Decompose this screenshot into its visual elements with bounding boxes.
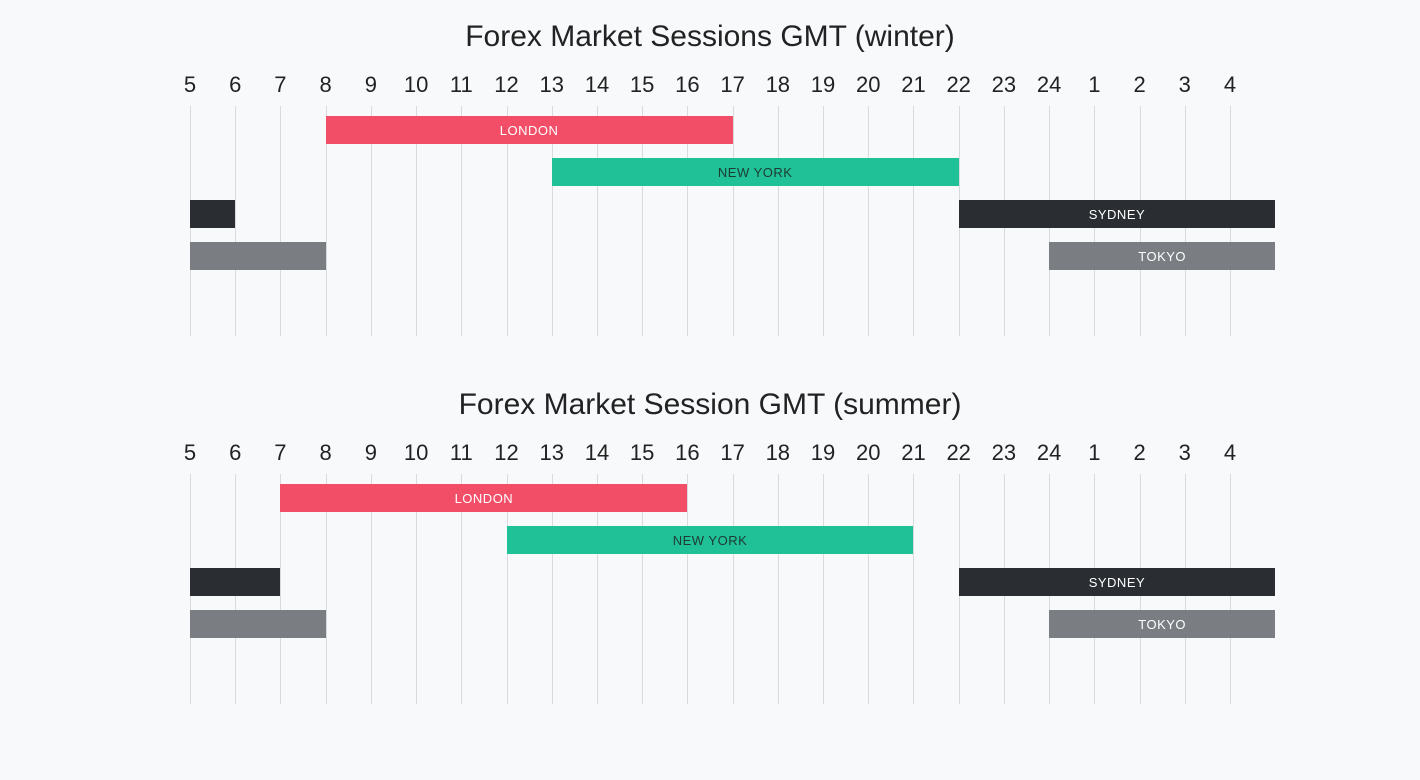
axis-hour-label: 22 xyxy=(946,72,970,98)
chart-title-summer: Forex Market Session GMT (summer) xyxy=(0,388,1420,422)
axis-hour-label: 14 xyxy=(585,440,609,466)
axis-hour-label: 12 xyxy=(494,440,518,466)
axis-hour-label: 24 xyxy=(1037,440,1061,466)
session-bar-label: LONDON xyxy=(280,491,687,506)
axis-hour-label: 10 xyxy=(404,440,428,466)
chart-title-winter: Forex Market Sessions GMT (winter) xyxy=(0,20,1420,54)
session-bar-label: TOKYO xyxy=(1049,249,1275,264)
axis-hour-label: 19 xyxy=(811,440,835,466)
session-bar-sydney: SYDNEY xyxy=(959,568,1276,596)
axis-hour-label: 1 xyxy=(1088,72,1100,98)
session-bar-label: NEW YORK xyxy=(507,533,914,548)
session-bar-london: LONDON xyxy=(326,116,733,144)
axis-hour-label: 18 xyxy=(766,440,790,466)
gridline xyxy=(733,106,734,336)
axis-hour-label: 2 xyxy=(1133,72,1145,98)
axis-hour-label: 8 xyxy=(320,440,332,466)
gridline xyxy=(868,474,869,704)
axis-hour-label: 9 xyxy=(365,72,377,98)
axis-hour-label: 13 xyxy=(539,72,563,98)
axis-hour-label: 18 xyxy=(766,72,790,98)
session-bar-tokyo xyxy=(190,610,326,638)
axis-hour-label: 16 xyxy=(675,72,699,98)
axis-hour-label: 23 xyxy=(992,440,1016,466)
axis-hour-label: 4 xyxy=(1224,440,1236,466)
axis-hour-label: 10 xyxy=(404,72,428,98)
session-bar-label: NEW YORK xyxy=(552,165,959,180)
axis-hour-label: 13 xyxy=(539,440,563,466)
axis-hour-label: 17 xyxy=(720,440,744,466)
axis-hour-label: 20 xyxy=(856,72,880,98)
axis-hour-label: 19 xyxy=(811,72,835,98)
gridline xyxy=(280,106,281,336)
session-bar-label: LONDON xyxy=(326,123,733,138)
axis-hour-label: 7 xyxy=(274,440,286,466)
axis-hour-label: 21 xyxy=(901,72,925,98)
axis-hour-label: 22 xyxy=(946,440,970,466)
timeline-winter: 567891011121314151617181920212223241234L… xyxy=(0,72,1420,352)
session-bar-london: LONDON xyxy=(280,484,687,512)
gridline xyxy=(733,474,734,704)
axis-hour-label: 17 xyxy=(720,72,744,98)
axis-hour-label: 23 xyxy=(992,72,1016,98)
axis-hour-label: 9 xyxy=(365,440,377,466)
gridline xyxy=(823,474,824,704)
axis-hour-label: 6 xyxy=(229,72,241,98)
session-bar-label: SYDNEY xyxy=(959,575,1276,590)
axis-hour-label: 1 xyxy=(1088,440,1100,466)
session-bar-label: SYDNEY xyxy=(959,207,1276,222)
axis-hour-label: 2 xyxy=(1133,440,1145,466)
gridline xyxy=(235,106,236,336)
session-bar-label: TOKYO xyxy=(1049,617,1275,632)
gridline xyxy=(868,106,869,336)
axis-hour-label: 14 xyxy=(585,72,609,98)
session-bar-tokyo: TOKYO xyxy=(1049,242,1275,270)
session-bar-new-york: NEW YORK xyxy=(552,158,959,186)
session-bar-sydney: SYDNEY xyxy=(959,200,1276,228)
axis-hour-label: 15 xyxy=(630,440,654,466)
axis-hour-label: 15 xyxy=(630,72,654,98)
chart-winter: Forex Market Sessions GMT (winter) 5 6 7 8 9… xyxy=(0,20,1420,352)
axis-hour-label: 20 xyxy=(856,440,880,466)
axis-hour-label: 8 xyxy=(320,72,332,98)
axis-hour-label: 3 xyxy=(1179,440,1191,466)
axis-hour-label: 11 xyxy=(450,72,473,98)
gridline xyxy=(778,474,779,704)
gridline xyxy=(913,474,914,704)
axis-hour-label: 4 xyxy=(1224,72,1236,98)
session-bar-tokyo xyxy=(190,242,326,270)
gridline xyxy=(913,106,914,336)
chart-summer: Forex Market Session GMT (summer) 5 6 7 8 9 1… xyxy=(0,388,1420,720)
axis-hour-label: 5 xyxy=(184,440,196,466)
session-bar-tokyo: TOKYO xyxy=(1049,610,1275,638)
timeline-summer: 567891011121314151617181920212223241234L… xyxy=(0,440,1420,720)
axis-hour-label: 5 xyxy=(184,72,196,98)
gridline xyxy=(687,474,688,704)
axis-hour-label: 11 xyxy=(450,440,473,466)
page-container: Forex Market Sessions GMT (winter) 5 6 7 8 9… xyxy=(0,0,1420,780)
session-bar-sydney xyxy=(190,200,235,228)
session-bar-new-york: NEW YORK xyxy=(507,526,914,554)
gridline xyxy=(823,106,824,336)
axis-hour-label: 24 xyxy=(1037,72,1061,98)
gridline xyxy=(778,106,779,336)
session-bar-sydney xyxy=(190,568,280,596)
axis-hour-label: 7 xyxy=(274,72,286,98)
axis-hour-label: 21 xyxy=(901,440,925,466)
axis-hour-label: 16 xyxy=(675,440,699,466)
axis-hour-label: 3 xyxy=(1179,72,1191,98)
axis-hour-label: 12 xyxy=(494,72,518,98)
axis-hour-label: 6 xyxy=(229,440,241,466)
